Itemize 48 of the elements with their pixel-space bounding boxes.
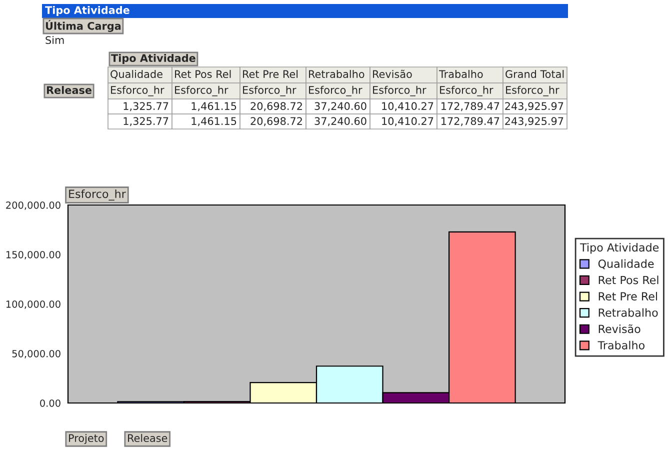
- text: 243,925.97: [505, 102, 564, 112]
- text: Esforco_hr: [373, 86, 426, 96]
- text: 1,325.77: [124, 102, 168, 112]
- legend-label: Ret Pos Rel: [598, 276, 658, 284]
- text: Sim: [46, 36, 64, 44]
- text: 37,240.60: [314, 117, 366, 126]
- text: Esforco_hr: [175, 86, 228, 96]
- y-tick-label: 50,000.00: [12, 350, 60, 358]
- legend-label: Ret Pre Rel: [598, 292, 658, 301]
- text: Esforco_hr: [506, 86, 560, 96]
- y-tick-label: 150,000.00: [6, 250, 60, 260]
- legend-label: Qualidade: [598, 259, 654, 270]
- text: Esforco_hr: [440, 86, 494, 96]
- text: Projeto: [69, 434, 104, 444]
- text: Tipo Atividade: [111, 54, 196, 64]
- text: Trabalho: [438, 70, 483, 78]
- text: Revisão: [373, 70, 412, 78]
- text: 10,410.27: [382, 117, 434, 126]
- legend-label: Retrabalho: [598, 308, 658, 317]
- legend-label: Revisão: [598, 324, 640, 334]
- legend-label: Trabalho: [598, 340, 644, 350]
- text: 172,789.47: [442, 117, 500, 126]
- y-axis-title: Esforco_hr: [69, 189, 126, 201]
- text: Release: [46, 86, 92, 94]
- text: 1,325.77: [124, 117, 168, 126]
- text: Esforco_hr: [243, 86, 296, 96]
- text: 37,240.60: [314, 102, 366, 112]
- text: Ret Pre Rel: [243, 70, 298, 78]
- text: 172,789.47: [442, 102, 500, 112]
- text: Esforco_hr: [111, 86, 164, 96]
- text: 1,461.15: [192, 117, 236, 126]
- text: 1,461.15: [192, 102, 236, 112]
- text: Esforco_hr: [309, 86, 362, 96]
- y-tick-label: 0.00: [40, 399, 60, 407]
- y-tick-label: 100,000.00: [6, 300, 60, 309]
- y-tick-label: 200,000.00: [6, 201, 60, 210]
- text: Qualidade: [110, 70, 162, 80]
- text: 20,698.72: [250, 102, 302, 112]
- text: 243,925.97: [505, 117, 564, 126]
- legend-title: Tipo Atividade: [580, 243, 659, 254]
- text: Tipo Atividade: [45, 6, 130, 16]
- text: 10,410.27: [382, 102, 434, 112]
- text: Retrabalho: [309, 70, 364, 78]
- text: Release: [128, 434, 168, 442]
- text: 20,698.72: [250, 117, 302, 126]
- text: Última Carga: [46, 20, 121, 32]
- text: Ret Pos Rel: [175, 70, 231, 78]
- text: Grand Total: [506, 70, 564, 78]
